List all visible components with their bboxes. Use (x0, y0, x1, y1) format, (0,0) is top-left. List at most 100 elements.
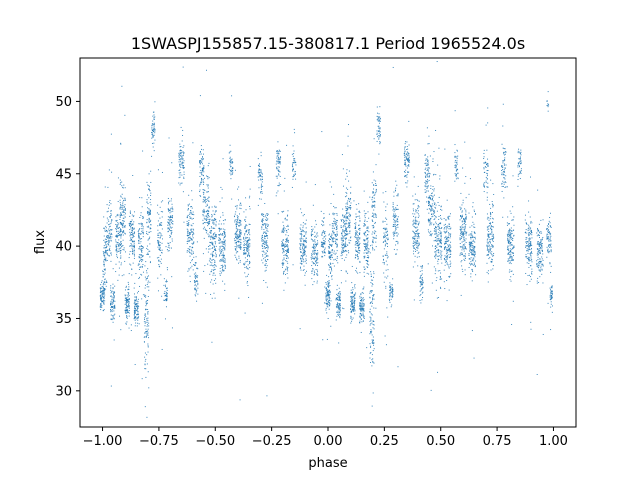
data-point (166, 287, 168, 289)
data-point (238, 221, 240, 223)
data-point (213, 258, 215, 260)
data-point (283, 251, 285, 253)
data-point (378, 113, 380, 115)
data-point (370, 320, 372, 322)
data-point (407, 155, 409, 157)
data-point (150, 199, 152, 201)
data-point (203, 171, 205, 173)
data-point (373, 324, 375, 326)
data-point (336, 220, 338, 222)
data-point (246, 275, 248, 277)
data-point (332, 262, 334, 264)
data-point (261, 219, 263, 221)
data-point (199, 172, 201, 174)
data-point (365, 252, 367, 254)
data-point (394, 189, 396, 191)
data-point (397, 243, 399, 245)
data-point (202, 211, 204, 213)
data-point (341, 154, 343, 156)
data-point (361, 315, 363, 317)
data-point (339, 299, 341, 301)
data-point (261, 178, 263, 180)
data-point (144, 287, 146, 289)
data-point (117, 222, 119, 224)
data-point (203, 192, 205, 194)
data-point (111, 171, 113, 173)
data-point (109, 223, 111, 225)
data-point (112, 315, 114, 317)
data-point (344, 245, 346, 247)
data-point (397, 233, 399, 235)
data-point (321, 255, 323, 257)
data-point (208, 216, 210, 218)
data-point (349, 216, 351, 218)
data-point (394, 223, 396, 225)
data-point (368, 273, 370, 275)
data-point (239, 245, 241, 247)
data-point (159, 254, 161, 256)
data-point (146, 276, 148, 278)
data-point (420, 266, 422, 268)
data-point (372, 242, 374, 244)
data-point (383, 263, 385, 265)
data-point (339, 309, 341, 311)
data-point (196, 285, 198, 287)
data-point (208, 177, 210, 179)
data-point (238, 246, 240, 248)
data-point (119, 179, 121, 181)
data-point (206, 184, 208, 186)
data-point (361, 303, 363, 305)
data-point (419, 285, 421, 287)
data-point (358, 228, 360, 230)
data-point (363, 252, 365, 254)
data-point (123, 231, 125, 233)
data-point (357, 215, 359, 217)
data-point (264, 240, 266, 242)
data-point (361, 299, 363, 301)
data-point (263, 213, 265, 215)
data-point (137, 264, 139, 266)
data-point (112, 315, 114, 317)
data-point (361, 304, 363, 306)
data-point (406, 158, 408, 160)
data-point (237, 244, 239, 246)
data-point (338, 287, 340, 289)
data-point (189, 252, 191, 254)
data-point (313, 257, 315, 259)
data-point (179, 154, 181, 156)
data-point (153, 111, 155, 113)
data-point (370, 282, 372, 284)
data-point (335, 229, 337, 231)
data-point (183, 177, 185, 179)
data-point (422, 266, 424, 268)
data-point (223, 257, 225, 259)
data-point (159, 223, 161, 225)
data-point (334, 237, 336, 239)
data-point (414, 261, 416, 263)
data-point (363, 233, 365, 235)
data-point (383, 272, 385, 274)
data-point (262, 254, 264, 256)
data-point (324, 251, 326, 253)
data-point (419, 277, 421, 279)
data-point (360, 307, 362, 309)
data-point (390, 285, 392, 287)
data-point (112, 321, 114, 323)
data-point (222, 254, 224, 256)
data-point (119, 315, 121, 317)
data-point (329, 244, 331, 246)
data-point (232, 168, 234, 170)
data-point (278, 160, 280, 162)
data-point (415, 241, 417, 243)
data-point (363, 239, 365, 241)
data-point (328, 291, 330, 293)
data-point (420, 281, 422, 283)
data-point (346, 254, 348, 256)
data-point (201, 174, 203, 176)
data-point (418, 234, 419, 236)
data-point (222, 212, 224, 214)
data-point (304, 241, 306, 243)
data-point (108, 169, 110, 171)
data-point (370, 346, 372, 348)
data-point (314, 236, 316, 238)
